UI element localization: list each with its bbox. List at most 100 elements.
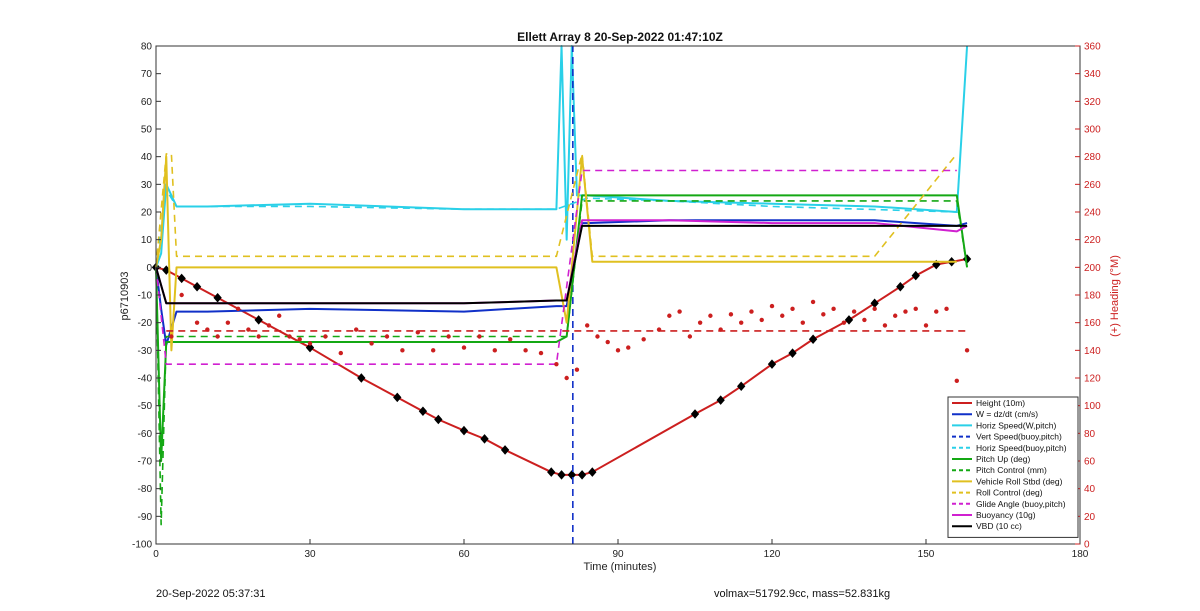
series-0-marker <box>767 359 777 369</box>
y-tick-label: -60 <box>138 429 153 440</box>
series-0-marker <box>500 445 510 455</box>
series-0-marker <box>254 315 263 325</box>
x-axis-label: Time (minutes) <box>584 561 657 573</box>
series-12-point <box>800 320 805 325</box>
series-12-point <box>615 348 621 353</box>
series-4-line <box>155 189 957 268</box>
series-12-point <box>554 361 559 367</box>
series-0-marker <box>357 373 366 383</box>
series-12-point <box>626 345 631 350</box>
series-0-marker <box>434 414 443 425</box>
legend-label: Height (10m) <box>976 398 1025 408</box>
series-0-marker <box>192 281 202 292</box>
series-0-marker <box>480 434 489 444</box>
series-12-point <box>882 323 888 328</box>
series-12-point <box>769 303 775 309</box>
series-12-point <box>492 348 497 353</box>
y-tick-label: -80 <box>138 484 153 495</box>
right-tick-label: 0 <box>1084 540 1090 551</box>
x-tick-label: 150 <box>918 549 935 560</box>
x-tick-label: 180 <box>1072 549 1089 560</box>
series-12-point <box>708 313 713 318</box>
y-tick-label: 70 <box>141 69 153 80</box>
right-tick-label: 220 <box>1084 235 1101 246</box>
right-tick-label: 280 <box>1084 152 1101 163</box>
x-tick-label: 90 <box>612 549 624 560</box>
series-12-point <box>697 320 703 325</box>
series-12-point <box>790 306 795 312</box>
series-12-point <box>913 306 918 312</box>
series-12-point <box>954 378 959 383</box>
legend-label: Glide Angle (buoy,pitch) <box>976 499 1066 509</box>
series-5-line <box>155 194 969 462</box>
series-12-point <box>564 375 569 381</box>
series-12-point <box>246 327 251 332</box>
plot-frame <box>155 45 1081 545</box>
series-12-point <box>667 313 672 318</box>
right-tick-label: 160 <box>1084 318 1101 329</box>
y-tick-label: 40 <box>141 152 153 163</box>
series-12-point <box>235 306 241 312</box>
y-tick-label: 60 <box>141 97 153 108</box>
series-12-point <box>728 312 734 317</box>
right-tick-label: 40 <box>1084 484 1096 495</box>
series-12-point <box>903 309 908 314</box>
series-12-point <box>605 339 610 345</box>
series-12-point <box>923 323 929 328</box>
series-12-point <box>338 350 343 356</box>
series-0-marker <box>911 270 920 281</box>
series-12-point <box>225 320 231 325</box>
y-tick-label: -30 <box>138 346 153 357</box>
y-tick-label: -40 <box>138 374 153 385</box>
series-0-marker <box>177 273 186 284</box>
right-tick-label: 120 <box>1084 374 1101 385</box>
y-axis-label: p6710903 <box>119 272 131 321</box>
series-0-marker <box>393 392 402 403</box>
series-12-point <box>831 306 836 312</box>
right-tick-label: 60 <box>1084 457 1096 468</box>
series-12-point <box>179 292 184 298</box>
series-0-marker <box>547 467 556 477</box>
y-tick-label: 0 <box>146 263 152 274</box>
legend-label: Horiz Speed(buoy,pitch) <box>976 443 1067 453</box>
series-0-marker <box>844 315 854 325</box>
series-0-marker <box>567 470 576 480</box>
series-12-point <box>641 337 646 342</box>
series-12-point <box>477 334 482 339</box>
series-12-point <box>384 334 390 339</box>
series-12-point <box>687 334 693 339</box>
legend-label: Horiz Speed(W,pitch) <box>976 420 1056 430</box>
y-tick-label: -10 <box>138 291 153 302</box>
y-tick-label: 10 <box>141 235 153 246</box>
series-12-point <box>169 334 174 339</box>
series-12-point <box>944 306 949 312</box>
series-0-marker <box>557 470 566 480</box>
series-12-point <box>851 309 857 314</box>
series-12-point <box>431 348 436 353</box>
legend-label: Buoyancy (10g) <box>976 510 1036 520</box>
series-0-marker <box>690 409 700 419</box>
footer-volmax-mass: volmax=51792.9cc, mass=52.831kg <box>714 588 891 600</box>
series-12-point <box>307 341 313 346</box>
series-0-marker <box>788 348 797 358</box>
series-1-line <box>155 219 968 346</box>
y-tick-label: -50 <box>138 401 153 412</box>
series-12-point <box>585 323 590 328</box>
series-0-marker <box>896 281 905 292</box>
right-tick-label: 300 <box>1084 125 1101 136</box>
series-12-point <box>297 337 302 342</box>
series-12-point <box>256 334 261 339</box>
series-12-point <box>759 317 764 323</box>
y-tick-label: 50 <box>141 125 153 136</box>
legend-label: Vert Speed(buoy,pitch) <box>976 432 1062 442</box>
series-12-point <box>215 334 220 339</box>
y-tick-label: 20 <box>141 208 153 219</box>
series-12-point <box>194 320 200 325</box>
footer-timestamp: 20-Sep-2022 05:37:31 <box>156 588 266 600</box>
series-0-marker <box>716 395 725 405</box>
series-12-point <box>810 299 816 305</box>
right-tick-label: 100 <box>1084 401 1101 412</box>
series-9-line <box>155 169 957 365</box>
series-0-marker <box>588 467 597 477</box>
